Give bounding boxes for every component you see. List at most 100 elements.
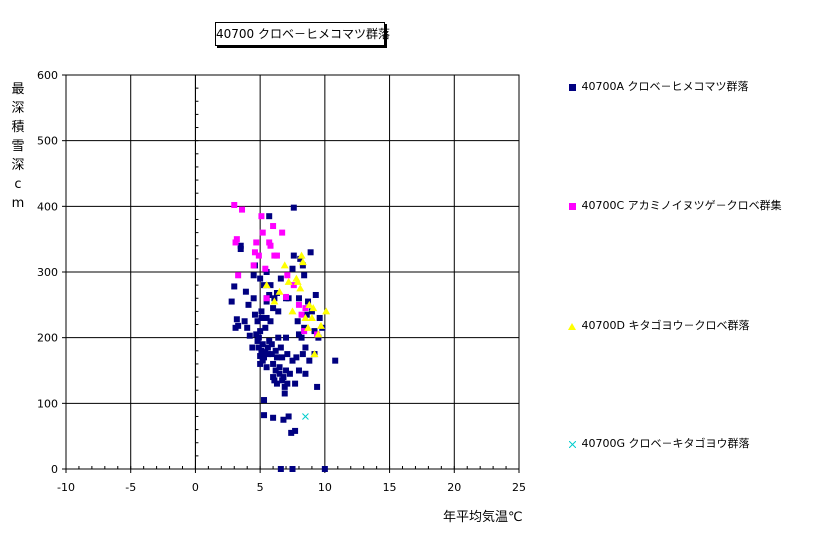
legend-label-c: 40700C アカミノイヌツゲ－クロベ群集 [581,199,782,212]
data-point [257,353,264,360]
data-point [235,322,242,329]
data-point [332,357,339,364]
data-point [299,351,306,358]
data-point [301,328,308,335]
data-point [301,313,310,321]
data-point [321,466,328,472]
data-point [250,295,257,302]
data-point [290,204,297,211]
data-point [258,308,265,315]
y-tick-label: 200 [37,332,58,345]
square-marker-icon [566,83,578,91]
legend-label-d: 40700D キタゴヨウ－クロベ群落 [581,319,750,332]
data-point [284,272,291,279]
triangle-marker-icon [566,322,578,330]
data-point [250,262,257,269]
data-point [231,202,238,209]
legend-entry-g: 40700G クロベ－キタゴヨウ群落 [566,437,750,451]
data-point [270,297,279,305]
data-point [277,275,284,282]
legend-label-a: 40700A クロベ－ヒメコマツ群落 [581,80,749,93]
data-point [284,380,291,387]
data-point [298,334,305,341]
data-point [309,304,318,312]
data-point [259,357,266,364]
data-point [267,242,274,249]
data-point [268,341,275,348]
data-point [228,298,235,305]
data-point [277,466,284,472]
data-point [273,380,280,387]
data-point [288,307,297,315]
data-point [299,262,306,269]
y-tick-label: 100 [37,397,58,410]
data-point [239,206,246,213]
data-point [302,344,309,351]
data-point [262,265,269,272]
data-point [314,383,321,390]
data-point [266,213,273,220]
data-point [295,301,302,308]
data-point [253,331,260,338]
data-point [262,281,271,289]
data-point [279,229,286,236]
data-point [255,344,262,351]
data-point [263,364,270,371]
data-point [249,344,256,351]
chart-title: 40700 クロベ－ヒメコマツ群落 [215,22,390,46]
series-0 [228,204,339,472]
data-point [295,331,302,338]
data-point [257,360,264,367]
data-point [290,282,297,289]
data-point [261,412,268,419]
data-point [284,277,293,285]
data-point [307,313,316,321]
series-2 [262,251,331,358]
data-point [307,249,314,256]
data-point [254,337,261,344]
data-point [237,246,244,253]
data-point [289,265,296,272]
x-tick-label: 15 [383,481,397,494]
data-point [255,252,262,259]
y-axis-label: 最深積雪深cm [11,82,25,211]
data-point [316,321,325,329]
series-3 [302,413,309,420]
data-point [270,360,277,367]
data-point [293,354,300,361]
data-point [310,350,319,358]
data-point [258,213,265,220]
data-point [232,239,239,246]
data-points [228,202,339,472]
data-point [296,284,305,292]
data-point [276,364,283,371]
legend-entry-d: 40700D キタゴヨウ－クロベ群落 [566,319,749,333]
data-point [272,367,279,374]
data-point [289,357,296,364]
data-point [280,416,287,423]
data-point [272,347,279,354]
data-point [266,337,273,344]
data-point [261,282,268,289]
data-point [257,275,264,282]
data-point [303,311,310,318]
data-point [233,316,240,323]
data-point [275,334,282,341]
data-point [298,258,307,266]
data-point [273,252,280,259]
data-point [246,332,253,339]
data-point [254,318,261,325]
data-point [289,466,296,472]
data-point [305,300,314,308]
data-point [314,330,323,338]
data-point [297,251,306,259]
data-point [237,242,244,249]
data-point [266,291,273,298]
data-point [302,370,309,377]
data-point [288,429,295,436]
data-point [281,383,288,390]
x-axis-label: 年平均気温℃ [443,510,523,525]
data-point [294,318,301,325]
data-point [255,334,262,341]
data-point [285,413,292,420]
